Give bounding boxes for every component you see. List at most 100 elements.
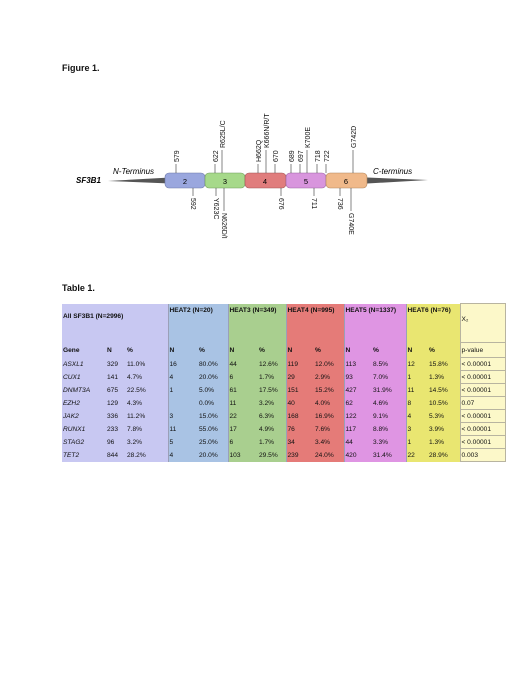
cell-heat2-pct: 0.0% (198, 396, 228, 410)
cell-p-value: < 0.00001 (459, 370, 506, 384)
cell-all-n: 141 (106, 370, 126, 384)
cell-heat6-n: 3 (405, 422, 428, 436)
cell-all-pct: 3.2% (126, 435, 168, 449)
cell-heat2-n: 4 (167, 448, 198, 462)
group-heat6: HEAT6 (N=76) (405, 303, 460, 343)
cell-heat3-pct: 1.7% (258, 370, 286, 384)
cell-gene: JAK2 (62, 409, 106, 423)
col-heat4-n: N (285, 342, 314, 358)
cell-heat5-pct: 8.5% (372, 357, 406, 371)
table-row: TET2 844 28.2% 4 20.0% 103 29.5% 239 24.0% 420 31.… (62, 448, 506, 462)
cell-heat6-n: 4 (405, 409, 428, 423)
cell-p-value: < 0.00001 (459, 422, 506, 436)
cell-heat4-pct: 15.2% (314, 383, 344, 397)
cell-heat2-n: 5 (167, 435, 198, 449)
table-row: CUX1 141 4.7% 4 20.0% 6 1.7% 29 2.9% 93 7.0% 1 1.3% <… (62, 370, 506, 384)
table-body: ASXL1 329 11.0% 16 80.0% 44 12.6% 119 12.0% 113 8.… (62, 357, 506, 462)
cell-p-value: 0.003 (459, 448, 506, 462)
group-chi-square: X₂ (459, 303, 506, 343)
group-heat3: HEAT3 (N=349) (227, 303, 286, 343)
group-heat2: HEAT2 (N=20) (167, 303, 228, 343)
top-label-579: 579 (174, 150, 181, 162)
cell-heat3-pct: 6.3% (258, 409, 286, 423)
cell-heat5-n: 62 (343, 396, 372, 410)
cell-all-n: 336 (106, 409, 126, 423)
protein-backbone-c (367, 177, 428, 184)
cell-heat6-pct: 15.8% (428, 357, 460, 371)
protein-backbone (108, 177, 170, 184)
cell-heat3-n: 103 (227, 448, 258, 462)
bottom-label-711: 711 (310, 198, 317, 209)
cell-heat2-n: 4 (167, 370, 198, 384)
cell-all-pct: 11.0% (126, 357, 168, 371)
table-row: DNMT3A 675 22.5% 1 5.0% 61 17.5% 151 15.2% 427 31.… (62, 383, 506, 397)
heat-domain-6-label: 6 (344, 177, 348, 186)
cell-heat3-pct: 1.7% (258, 435, 286, 449)
bottom-label-736: 736 (336, 198, 343, 210)
cell-heat2-pct: 80.0% (198, 357, 228, 371)
table-row: EZH2 129 4.3% 0.0% 11 3.2% 40 4.0% 62 4.6% 8 10.5% 0… (62, 396, 506, 410)
cell-heat2-pct: 55.0% (198, 422, 228, 436)
cell-heat6-n: 12 (405, 357, 428, 371)
cell-heat4-pct: 7.6% (314, 422, 344, 436)
cell-heat4-pct: 16.9% (314, 409, 344, 423)
table-row: RUNX1 233 7.8% 11 55.0% 17 4.9% 76 7.6% 117 8.8% 3 3… (62, 422, 506, 436)
top-label-k700e: K700E (305, 127, 312, 148)
group-all-sf3b1: All SF3B1 (N=2996) (62, 303, 168, 343)
bottom-label-n626: N626D/I (220, 213, 227, 239)
cell-heat2-n: 1 (167, 383, 198, 397)
top-mutation-labels: 579 622 R625L/C H662Q K666N/R/T 670 689 … (174, 113, 358, 162)
cell-heat6-pct: 10.5% (428, 396, 460, 410)
cell-heat3-pct: 12.6% (258, 357, 286, 371)
col-heat2-n: N (167, 342, 198, 358)
top-label-718: 718 (315, 150, 322, 162)
cell-all-n: 675 (106, 383, 126, 397)
col-all-n: N (106, 342, 126, 358)
col-heat2-pct: % (198, 342, 228, 358)
group-heat4: HEAT4 (N=995) (285, 303, 344, 343)
bottom-ticks (192, 188, 352, 211)
cell-heat3-n: 11 (227, 396, 258, 410)
cell-heat4-pct: 2.9% (314, 370, 344, 384)
cell-heat4-n: 29 (285, 370, 314, 384)
cell-heat5-n: 93 (343, 370, 372, 384)
cell-all-pct: 28.2% (126, 448, 168, 462)
top-label-689: 689 (289, 150, 296, 162)
heat-domain-5-label: 5 (304, 177, 308, 186)
figure-title: Figure 1. (62, 63, 100, 73)
cell-all-pct: 22.5% (126, 383, 168, 397)
cell-heat4-pct: 3.4% (314, 435, 344, 449)
cell-heat6-pct: 28.9% (428, 448, 460, 462)
col-gene: Gene (62, 342, 106, 358)
cell-heat3-n: 17 (227, 422, 258, 436)
bottom-label-592: 592 (189, 198, 196, 210)
cell-heat5-n: 44 (343, 435, 372, 449)
cell-heat4-n: 34 (285, 435, 314, 449)
cell-gene: STAG2 (62, 435, 106, 449)
cell-heat3-n: 6 (227, 370, 258, 384)
cell-heat6-pct: 1.3% (428, 370, 460, 384)
cell-heat5-n: 117 (343, 422, 372, 436)
cell-p-value: 0.07 (459, 396, 506, 410)
cell-heat4-pct: 24.0% (314, 448, 344, 462)
cell-heat6-n: 22 (405, 448, 428, 462)
col-p-value: p-value (459, 342, 506, 358)
cell-heat5-pct: 7.0% (372, 370, 406, 384)
bottom-label-y623c: Y623C (212, 198, 219, 219)
cell-gene: EZH2 (62, 396, 106, 410)
c-terminus-label: C-terminus (373, 167, 412, 176)
heat-domains: 2 3 4 5 6 (164, 172, 368, 189)
cell-heat3-pct: 3.2% (258, 396, 286, 410)
cell-heat6-pct: 1.3% (428, 435, 460, 449)
cell-heat3-pct: 17.5% (258, 383, 286, 397)
cell-heat3-pct: 29.5% (258, 448, 286, 462)
cell-heat3-n: 22 (227, 409, 258, 423)
heat-domain-2-label: 2 (183, 177, 187, 186)
cell-heat5-n: 427 (343, 383, 372, 397)
cell-heat3-pct: 4.9% (258, 422, 286, 436)
top-label-622: 622 (213, 150, 220, 162)
col-heat5-pct: % (372, 342, 406, 358)
gene-label: SF3B1 (76, 176, 101, 185)
cell-heat2-n: 11 (167, 422, 198, 436)
bottom-mutation-labels: 592 Y623C N626D/I 676 711 736 G740E (189, 198, 354, 239)
